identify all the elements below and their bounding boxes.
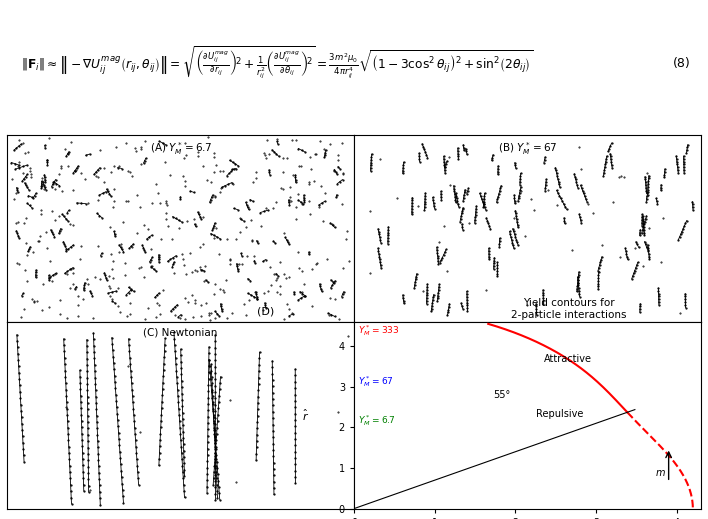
Text: $\hat{r}$: $\hat{r}$ [302,407,309,423]
Text: Attractive: Attractive [544,354,592,364]
Text: (A) $Y_M^* = 6.7$: (A) $Y_M^* = 6.7$ [149,141,212,157]
Polygon shape [331,497,354,509]
Text: (8): (8) [673,57,690,70]
Title: Yield contours for
2-particle interactions: Yield contours for 2-particle interactio… [511,298,627,320]
Text: $m$: $m$ [655,468,666,478]
Text: (B) $Y_M^* = 67$: (B) $Y_M^* = 67$ [498,141,557,157]
Text: (D): (D) [257,307,274,317]
Text: $Y_M^* = 333$: $Y_M^* = 333$ [358,323,399,338]
Text: Repulsive: Repulsive [535,409,583,419]
Text: $\|\mathbf{F}_i\| \approx \left\|-\nabla U_{ij}^{mag}\left(r_{ij},\theta_{ij}\ri: $\|\mathbf{F}_i\| \approx \left\|-\nabla… [21,45,533,81]
Text: $Y_M^* = 6.7$: $Y_M^* = 6.7$ [358,413,396,428]
Text: 55°: 55° [493,390,510,400]
Text: $Y_M^* = 67$: $Y_M^* = 67$ [358,374,394,389]
Text: (C) Newtonian: (C) Newtonian [143,327,218,337]
